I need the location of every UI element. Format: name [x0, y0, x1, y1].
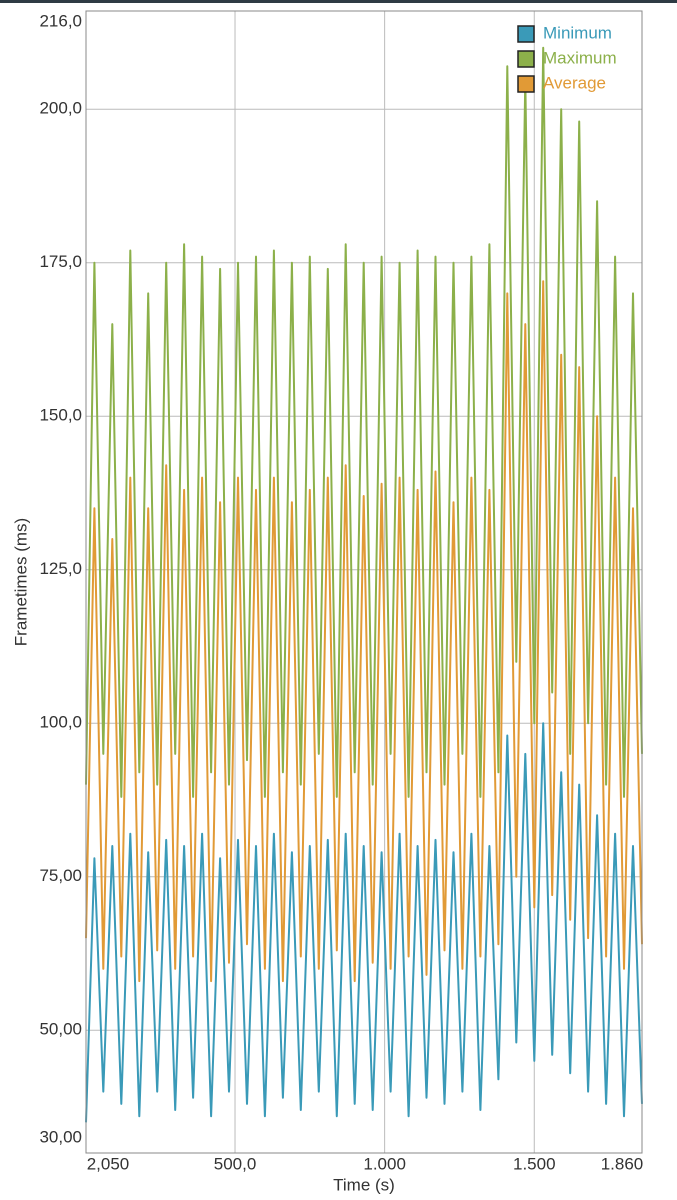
plot-frame — [85, 10, 643, 1154]
y-tick-label: 175,0 — [39, 252, 82, 271]
y-axis-label: Frametimes (ms) — [11, 518, 30, 646]
y-tick-label: 125,0 — [39, 559, 82, 578]
y-tick-label: 200,0 — [39, 99, 82, 118]
x-tick-label: 1.500 — [513, 1154, 556, 1173]
x-tick-label: 500,0 — [214, 1154, 257, 1173]
legend-swatch — [517, 25, 535, 43]
series-line — [85, 46, 643, 798]
y-tick-label: 75,00 — [39, 866, 82, 885]
y-tick-label: 30,00 — [39, 1127, 82, 1146]
legend-swatch — [517, 50, 535, 68]
legend-label: Average — [543, 73, 606, 92]
x-tick-label: 2,050 — [87, 1154, 130, 1173]
x-axis-label: Time (s) — [333, 1175, 395, 1194]
y-tick-label: 50,00 — [39, 1020, 82, 1039]
y-tick-label: 100,0 — [39, 713, 82, 732]
y-tick-label: 150,0 — [39, 406, 82, 425]
x-tick-label: 1.860 — [601, 1154, 644, 1173]
legend-swatch — [517, 75, 535, 93]
x-tick-label: 1.000 — [363, 1154, 406, 1173]
legend-label: Minimum — [543, 23, 612, 42]
series-line — [85, 280, 643, 983]
y-tick-label: 216,0 — [39, 11, 82, 30]
top-bar — [0, 0, 677, 3]
series-line — [85, 722, 643, 1123]
legend-label: Maximum — [543, 48, 617, 67]
